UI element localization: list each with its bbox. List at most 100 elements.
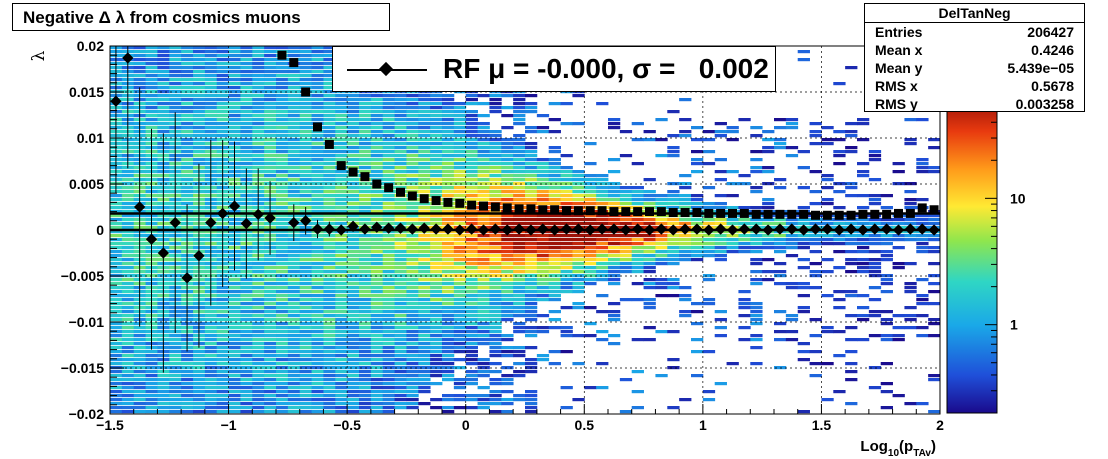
mean-point bbox=[205, 216, 217, 229]
mean-point bbox=[596, 223, 608, 235]
sigma-point bbox=[479, 201, 488, 211]
mean-point bbox=[845, 223, 857, 235]
stats-label: Mean y bbox=[875, 60, 923, 76]
sigma-point bbox=[929, 205, 939, 215]
mean-point bbox=[786, 223, 798, 235]
stats-row: Entries 206427 bbox=[865, 23, 1084, 41]
mean-point bbox=[797, 224, 810, 236]
stats-box: DelTanNeg Entries 206427 Mean x 0.4246 Mea… bbox=[864, 3, 1085, 112]
mean-point bbox=[122, 52, 134, 64]
x-tick-label: 0 bbox=[462, 417, 470, 433]
sigma-point bbox=[384, 183, 394, 193]
y-tick-label: 0.01 bbox=[77, 130, 104, 146]
mean-point bbox=[631, 223, 644, 235]
mean-point bbox=[394, 222, 407, 234]
y-tick-label: 0 bbox=[96, 222, 104, 238]
mean-point bbox=[193, 250, 205, 262]
chart-title: Negative Δ λ from cosmics muons bbox=[12, 3, 390, 31]
sigma-point bbox=[799, 209, 809, 219]
stats-value: 0.4246 bbox=[1031, 42, 1074, 58]
sigma-point bbox=[289, 58, 299, 68]
mean-point bbox=[726, 224, 739, 236]
sigma-point bbox=[573, 206, 583, 216]
sigma-point bbox=[348, 167, 358, 177]
sigma-point bbox=[467, 200, 477, 210]
mean-point bbox=[216, 207, 229, 220]
sigma-point bbox=[621, 207, 631, 217]
sigma-point bbox=[882, 209, 892, 219]
sigma-point bbox=[502, 203, 512, 213]
sigma-point bbox=[550, 205, 560, 215]
mean-point bbox=[525, 224, 537, 236]
sigma-point bbox=[905, 208, 915, 218]
sigma-point bbox=[645, 207, 654, 217]
stats-row: Mean x 0.4246 bbox=[865, 41, 1084, 59]
mean-point bbox=[774, 223, 786, 235]
sigma-point bbox=[419, 194, 429, 204]
stats-label: Mean x bbox=[875, 42, 923, 58]
sigma-point bbox=[751, 209, 761, 219]
y-tick-label: −0.02 bbox=[69, 406, 105, 422]
sigma-point bbox=[301, 87, 311, 97]
y-tick-label: −0.01 bbox=[69, 314, 105, 330]
mean-point bbox=[608, 223, 620, 235]
x-tick-label: −1 bbox=[221, 417, 237, 433]
sigma-point bbox=[514, 204, 524, 214]
stats-row: Mean y 5.439e−05 bbox=[865, 59, 1084, 77]
mean-point bbox=[489, 223, 502, 235]
stats-value: 206427 bbox=[1027, 24, 1074, 40]
sigma-point bbox=[585, 206, 595, 216]
sigma-point bbox=[277, 50, 287, 60]
colorbar bbox=[946, 99, 998, 414]
sigma-point bbox=[870, 209, 880, 219]
colorbar-tick-label: 1 bbox=[1010, 317, 1018, 333]
mean-point bbox=[738, 223, 751, 235]
mean-point bbox=[916, 223, 928, 235]
sigma-point bbox=[692, 208, 702, 218]
sigma-point bbox=[455, 198, 465, 208]
mean-point bbox=[584, 224, 596, 236]
mean-point bbox=[406, 223, 419, 235]
mean-point bbox=[299, 215, 312, 227]
stats-row: RMS x 0.5678 bbox=[865, 77, 1084, 95]
x-tick-label: 2 bbox=[936, 417, 944, 433]
sigma-point bbox=[680, 208, 690, 218]
sigma-point bbox=[668, 208, 678, 218]
x-tick-label: −0.5 bbox=[333, 417, 361, 433]
mean-point bbox=[537, 223, 549, 235]
sigma-point bbox=[763, 209, 773, 219]
stats-label: RMS y bbox=[875, 96, 918, 112]
sigma-point bbox=[313, 122, 322, 132]
mean-point bbox=[821, 223, 834, 235]
y-tick-label: 0.02 bbox=[77, 38, 104, 54]
mean-point bbox=[371, 221, 383, 233]
mean-point bbox=[430, 223, 442, 235]
sigma-point bbox=[443, 197, 453, 207]
sigma-point bbox=[858, 209, 868, 219]
mean-point bbox=[655, 223, 668, 235]
y-tick-label: 0.015 bbox=[69, 84, 104, 100]
stats-value: 0.003258 bbox=[1015, 96, 1074, 112]
sigma-point bbox=[336, 161, 346, 171]
mean-point bbox=[869, 223, 881, 235]
sigma-point bbox=[846, 210, 856, 220]
axes: −1.5 −1 −0.5 0 0.5 1 1.5 2 −0.02 −0.015 −0.01 −0.00… bbox=[61, 38, 944, 433]
legend-marker bbox=[378, 61, 394, 77]
mean-point bbox=[762, 224, 774, 236]
mean-point bbox=[359, 223, 371, 235]
mean-point bbox=[691, 223, 703, 235]
mean-point bbox=[465, 223, 478, 235]
mean-point bbox=[548, 224, 561, 236]
mean-point bbox=[133, 201, 146, 213]
sigma-point bbox=[490, 202, 500, 212]
mean-point bbox=[904, 223, 917, 235]
sigma-point bbox=[431, 196, 441, 206]
mean-point bbox=[620, 224, 632, 236]
legend: RF μ = -0.000, σ = 0.002 bbox=[332, 46, 776, 92]
stats-value: 0.5678 bbox=[1031, 78, 1074, 94]
mean-point bbox=[809, 223, 822, 235]
mean-point bbox=[880, 223, 893, 235]
legend-label: RF μ = -0.000, σ = 0.002 bbox=[443, 53, 769, 84]
sigma-point bbox=[728, 208, 737, 218]
sigma-point bbox=[538, 205, 548, 215]
